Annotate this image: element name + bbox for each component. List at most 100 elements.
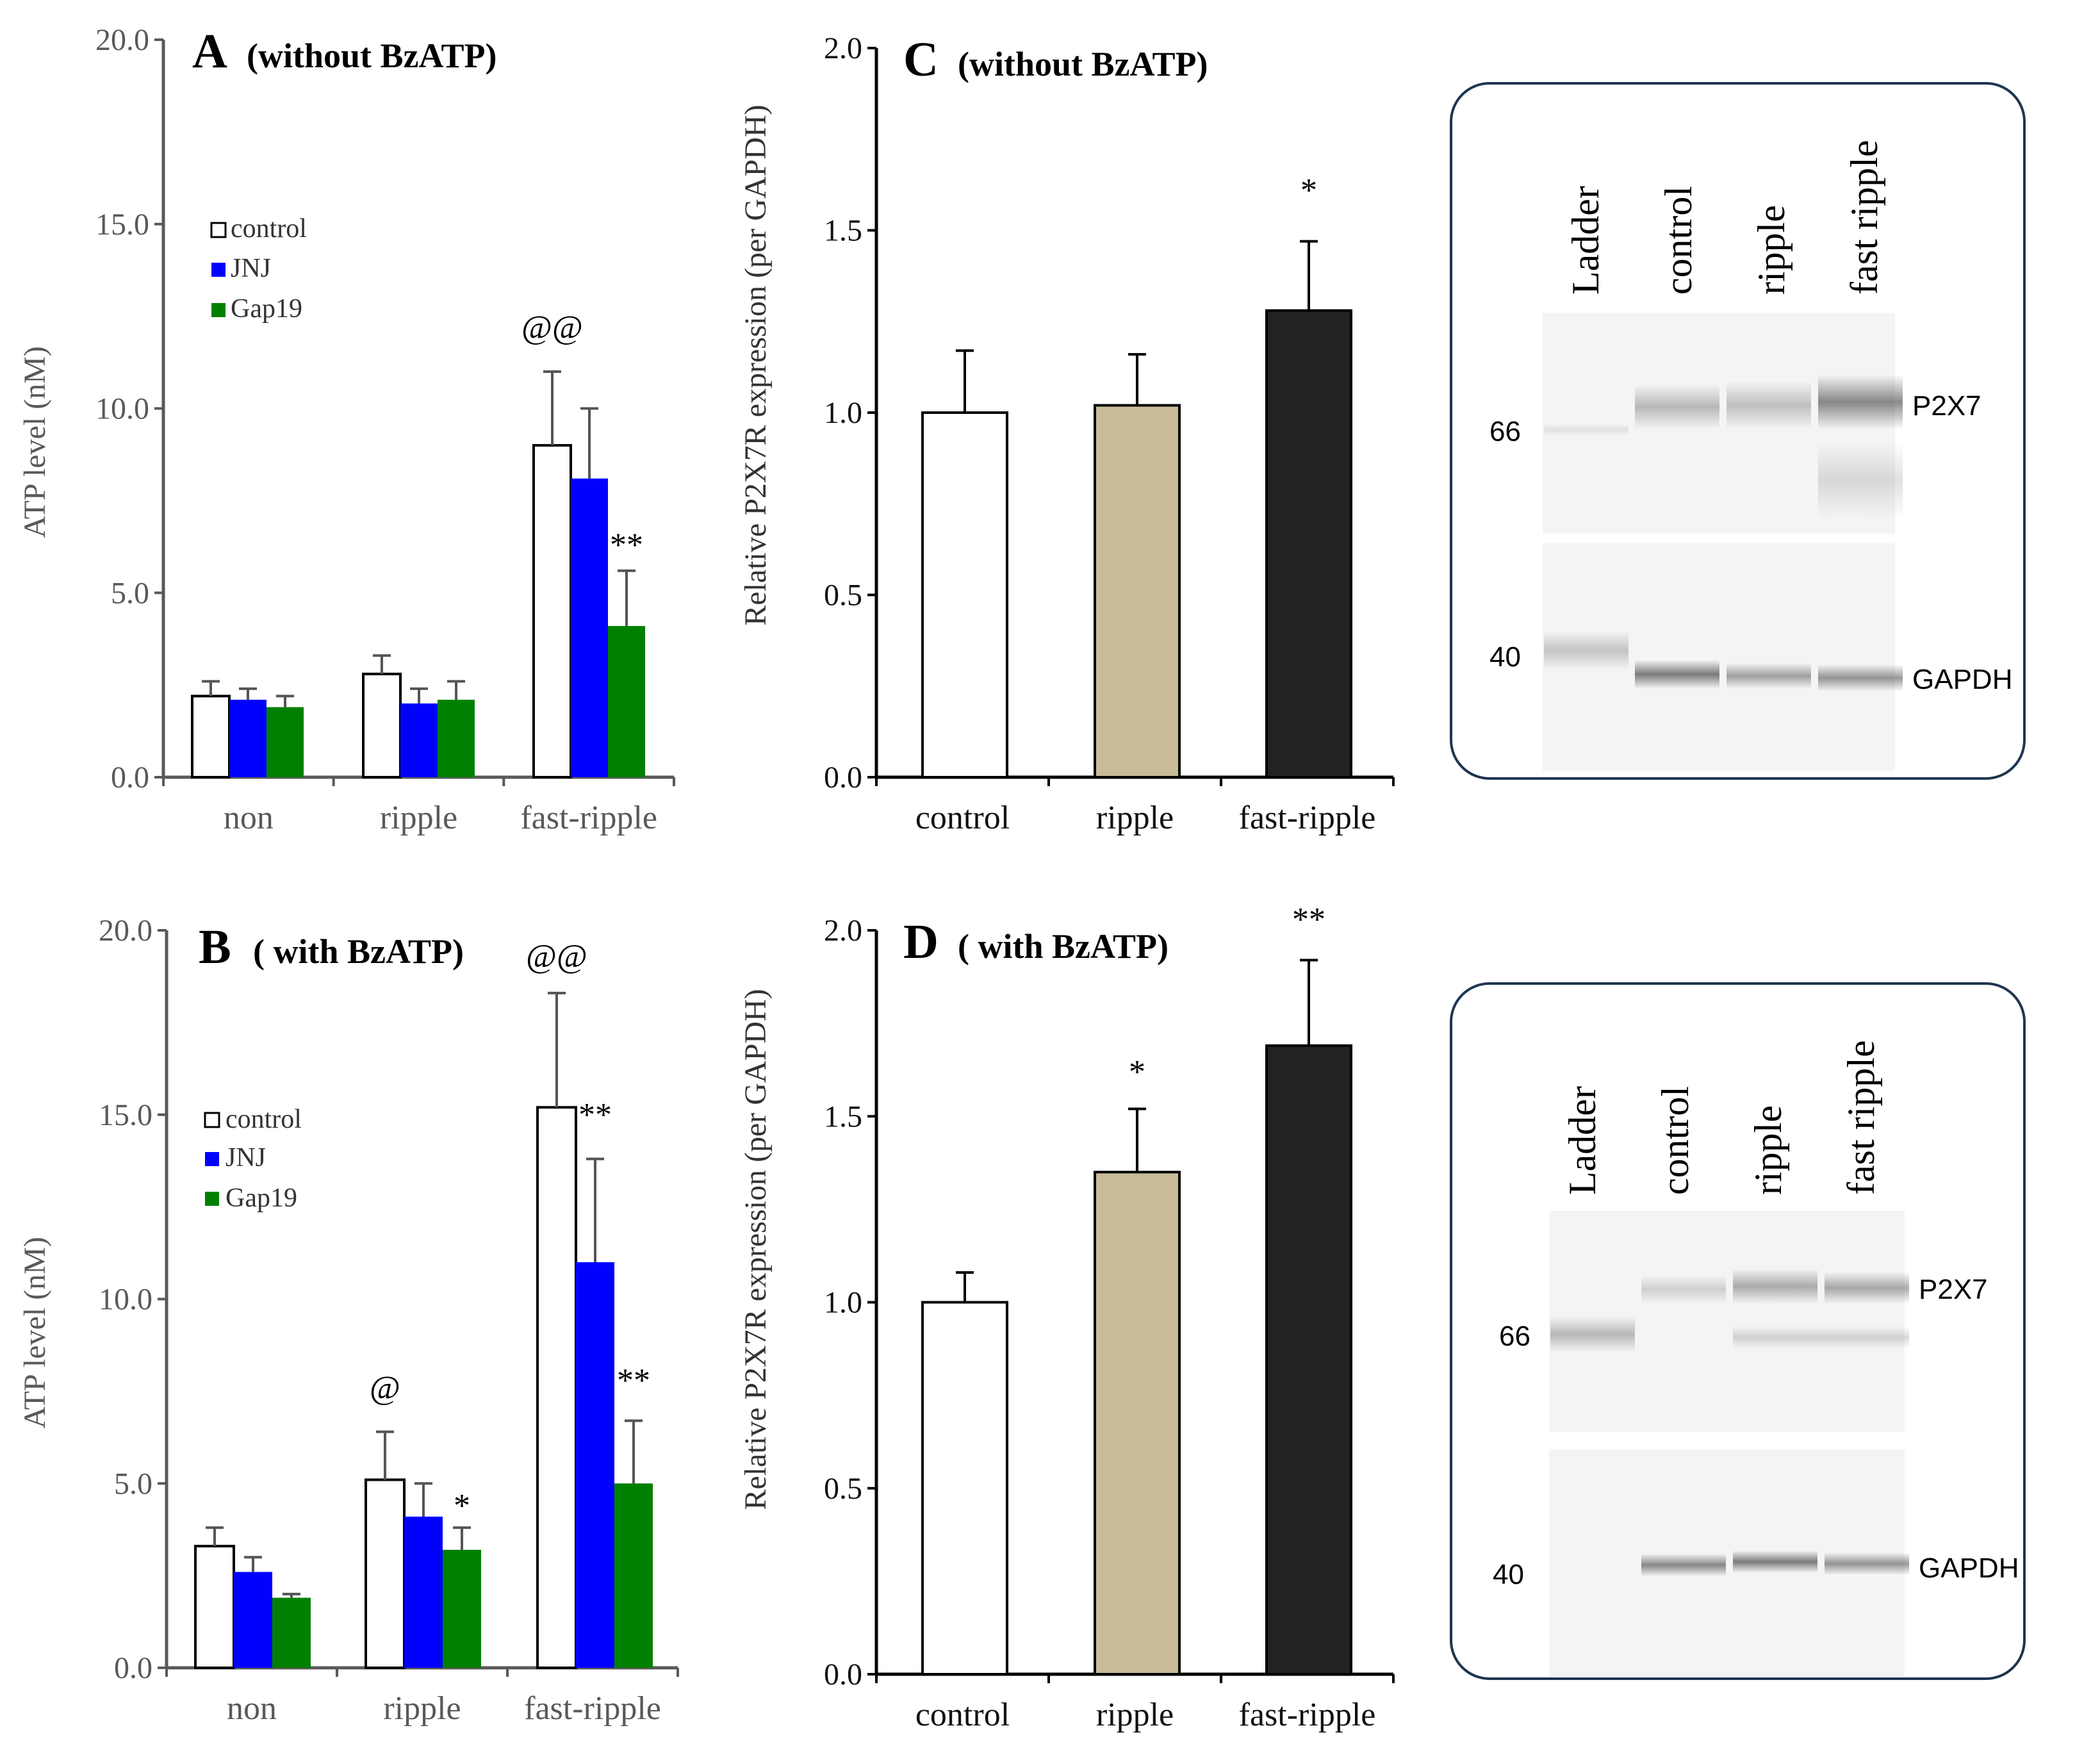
lane-label-control: control xyxy=(1654,1086,1696,1195)
marker-66: 66 xyxy=(1489,416,1521,447)
panel-a-y-axis-label: ATP level (nM) xyxy=(18,346,52,538)
lane-label-ladder: Ladder xyxy=(1561,1086,1604,1195)
band-gapdh-control xyxy=(1641,1554,1726,1576)
bar-control xyxy=(921,1301,1008,1676)
significance-marker: ** xyxy=(1292,902,1325,938)
significance-marker: * xyxy=(454,1488,470,1524)
band-ladder-40 xyxy=(1544,631,1628,670)
legend-swatch-gap19 xyxy=(211,303,226,317)
panel-b-y-axis-label: ATP level (nM) xyxy=(18,1237,52,1429)
y-tick-label: 2.0 xyxy=(824,31,862,65)
panel-a-plot-area: 0.0 5.0 10.0 15.0 20.0 non ripple fast-ripple @@… xyxy=(95,23,675,836)
panel-c-plot-area: 0.0 0.5 1.0 1.5 2.0 control ripple fast-ripple * xyxy=(824,31,1395,836)
y-tick-label: 1.0 xyxy=(824,1286,862,1320)
panel-b-legend: control JNJ Gap19 xyxy=(204,1105,302,1213)
marker-40: 40 xyxy=(1489,641,1521,673)
legend-swatch-jnj xyxy=(205,1152,219,1166)
bar-ripple xyxy=(1094,1171,1181,1676)
legend-label-gap19: Gap19 xyxy=(226,1183,297,1213)
y-tick-label: 10.0 xyxy=(99,1283,152,1317)
bar-gap19-fast-ripple xyxy=(614,1483,653,1668)
legend-swatch-jnj xyxy=(211,263,226,277)
significance-marker: @@ xyxy=(526,939,587,975)
target-p2x7: P2X7 xyxy=(1912,390,1981,422)
y-tick-label: 0.0 xyxy=(114,1651,152,1685)
bar-jnj-non xyxy=(229,700,267,777)
x-category-label: control xyxy=(915,1697,1010,1733)
target-gapdh: GAPDH xyxy=(1912,664,2012,695)
bar-gap19-non xyxy=(272,1597,311,1668)
bar-jnj-non xyxy=(234,1572,272,1668)
band-p2x7-fast-ripple xyxy=(1818,375,1903,429)
x-category-label: ripple xyxy=(1096,1697,1174,1733)
marker-40: 40 xyxy=(1493,1559,1524,1590)
x-category-label: ripple xyxy=(380,800,457,836)
y-tick-label: 20.0 xyxy=(95,23,149,57)
panel-d-p2x7r-with-bzatp: 0.0 0.5 1.0 1.5 2.0 control ripple fast-ripple *… xyxy=(739,902,1395,1733)
panel-c-p2x7r-without-bzatp: 0.0 0.5 1.0 1.5 2.0 control ripple fast-ripple *… xyxy=(739,31,1395,836)
y-tick-label: 0.5 xyxy=(824,579,862,613)
panel-b-letter: B xyxy=(199,920,231,974)
x-category-label: fast-ripple xyxy=(1239,800,1376,836)
x-category-label: fast-ripple xyxy=(520,800,657,836)
x-category-label: ripple xyxy=(1096,800,1174,836)
bar-jnj-ripple xyxy=(400,703,438,777)
x-category-label: control xyxy=(915,800,1010,836)
band-p2x7-control xyxy=(1635,384,1719,429)
lane-label-ripple: ripple xyxy=(1750,205,1792,295)
lane-label-ripple: ripple xyxy=(1747,1105,1789,1195)
legend-label-jnj: JNJ xyxy=(231,254,271,283)
bar-control-non xyxy=(191,695,231,779)
band-p2x7-control xyxy=(1641,1275,1726,1304)
band-gapdh-fast-ripple xyxy=(1818,664,1903,691)
legend-swatch-control xyxy=(204,1112,220,1128)
target-gapdh: GAPDH xyxy=(1919,1552,2019,1584)
bar-control-non xyxy=(194,1545,235,1669)
bar-ripple xyxy=(1094,404,1181,778)
lane-label-fast-ripple: fast ripple xyxy=(1843,140,1885,295)
y-tick-label: 20.0 xyxy=(99,914,152,948)
lane-label-control: control xyxy=(1657,186,1700,295)
lane-label-ladder: Ladder xyxy=(1564,186,1607,295)
legend-label-gap19: Gap19 xyxy=(231,294,302,324)
y-tick-label: 15.0 xyxy=(99,1098,152,1132)
y-tick-label: 1.5 xyxy=(824,214,862,248)
y-tick-label: 0.0 xyxy=(111,761,149,795)
legend-label-control: control xyxy=(226,1105,302,1134)
blot-lane-labels: Ladder control ripple fast ripple xyxy=(1561,1040,1882,1195)
bar-gap19-ripple xyxy=(438,700,475,777)
y-tick-label: 2.0 xyxy=(824,914,862,948)
panel-a-letter: A xyxy=(192,24,227,78)
band-gapdh-ripple xyxy=(1727,663,1811,689)
bar-fast-ripple xyxy=(1265,1044,1352,1676)
target-p2x7: P2X7 xyxy=(1919,1274,1988,1305)
panel-a-legend: control JNJ Gap19 xyxy=(210,214,307,324)
lane-label-fast-ripple: fast ripple xyxy=(1840,1040,1882,1195)
y-tick-label: 1.5 xyxy=(824,1099,862,1133)
bar-jnj-ripple xyxy=(404,1517,443,1668)
bar-control-fast-ripple xyxy=(532,444,572,778)
bar-gap19-ripple xyxy=(443,1549,481,1668)
panel-b-title: ( with BzATP) xyxy=(253,932,464,971)
panel-a-atp-without-bzatp: 0.0 5.0 10.0 15.0 20.0 non ripple fast-ripple @@… xyxy=(18,23,675,836)
y-tick-label: 0.0 xyxy=(824,761,862,795)
x-category-label: non xyxy=(224,800,274,836)
significance-marker: * xyxy=(1300,172,1317,209)
legend-label-control: control xyxy=(231,214,307,243)
y-tick-label: 5.0 xyxy=(111,576,149,610)
band-gapdh-ripple xyxy=(1733,1551,1817,1573)
significance-marker: @ xyxy=(370,1370,400,1406)
bar-jnj-fast-ripple xyxy=(576,1262,614,1668)
legend-swatch-control xyxy=(210,222,227,238)
band-ladder-66 xyxy=(1544,424,1628,436)
blot-lane-labels: Ladder control ripple fast ripple xyxy=(1564,140,1885,295)
bar-gap19-fast-ripple xyxy=(608,626,645,777)
bar-control-fast-ripple xyxy=(536,1106,577,1669)
bar-control-ripple xyxy=(362,672,402,778)
bar-control-ripple xyxy=(365,1478,406,1670)
y-tick-label: 10.0 xyxy=(95,392,149,426)
panel-d-letter: D xyxy=(903,915,939,969)
y-tick-label: 1.0 xyxy=(824,396,862,430)
